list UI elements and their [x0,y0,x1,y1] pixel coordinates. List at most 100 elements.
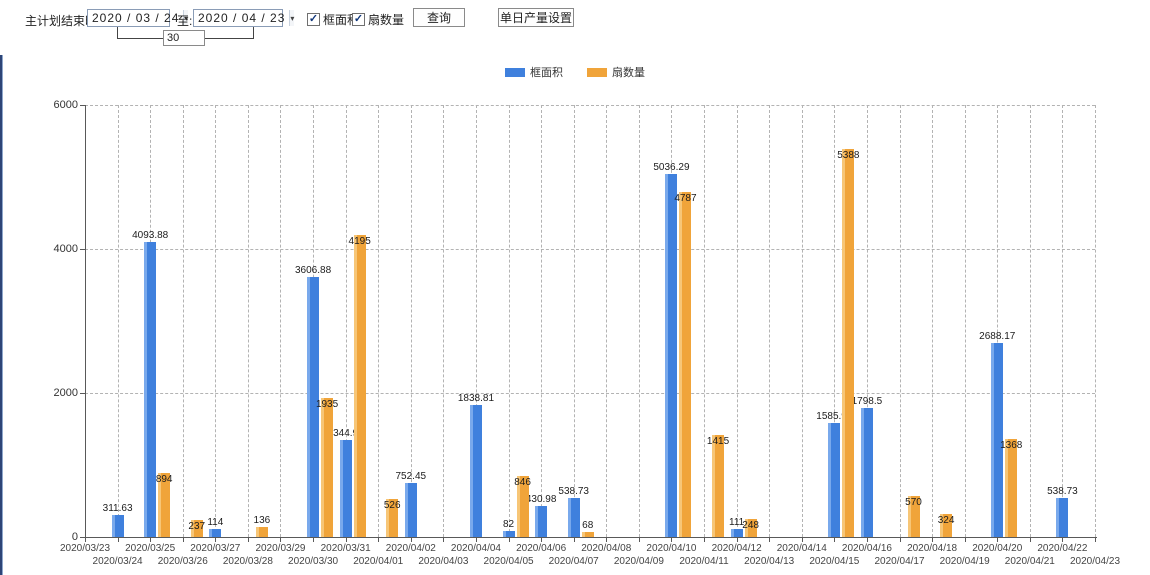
grid-line-vertical [475,105,477,537]
x-axis-tick [443,538,445,542]
checkbox-checked-icon[interactable]: ✓ [307,13,320,26]
bar-frame-area [307,277,320,537]
bar-value-label: 1585.96 [816,410,853,422]
bar-value-label: 1368 [1000,439,1023,451]
bar-value-label: 4787 [674,193,697,205]
x-axis-tick [671,538,673,542]
grid-line-horizontal [85,393,1095,394]
y-tick-label: 6000 [53,99,78,111]
bar-value-label: 5036.29 [653,162,690,174]
x-axis-tick [150,538,152,542]
x-tick-label: 2020/04/11 [679,556,729,567]
x-tick-label: 2020/04/13 [744,556,795,567]
x-axis-tick [801,538,803,542]
bar-value-label: 894 [155,473,173,485]
x-tick-label: 2020/03/29 [255,543,306,554]
bar-fan-count [712,435,725,537]
date-from-dropdown-button[interactable]: ▾ [183,10,189,26]
x-axis-tick [313,538,315,542]
legend-item-fan-count: 扇数量 [587,64,645,80]
bar-value-label: 237 [188,520,206,532]
x-axis-tick [638,538,640,542]
x-tick-label: 2020/04/20 [972,543,1023,554]
date-to-picker[interactable]: 2020 / 04 / 23 ▾ [193,9,295,27]
query-button[interactable]: 查询 [413,8,465,27]
grid-line-vertical [573,105,575,537]
chart-legend: 框面积 扇数量 [0,64,1150,80]
x-axis-tick [606,538,608,542]
x-tick-label: 2020/04/21 [1004,556,1055,567]
bar-frame-area [535,505,548,537]
grid-line-vertical [117,105,119,537]
checkbox-checked-icon[interactable]: ✓ [352,13,365,26]
frame-area-checkbox-label: 框面积 [323,13,360,27]
x-axis-tick [247,538,249,542]
x-axis-tick [932,538,934,542]
x-axis-tick [866,538,868,542]
x-tick-label: 2020/04/01 [353,556,404,567]
legend-label: 框面积 [530,67,563,79]
y-tick-label: 2000 [53,387,78,399]
bar-fan-count [158,472,171,537]
interval-days-input[interactable]: 30 [163,30,205,46]
date-from-picker[interactable]: 2020 / 03 / 24 ▾ [87,9,189,27]
frame-area-checkbox[interactable]: ✓ 框面积 [307,11,359,28]
x-axis-tick [541,538,543,542]
x-tick-label: 2020/04/18 [907,543,958,554]
bar-value-label: 82 [502,519,515,531]
grid-line-vertical [638,105,640,537]
y-axis-tick [80,105,85,106]
grid-line-vertical [541,105,543,537]
window-left-edge [0,0,3,575]
x-axis-tick [834,538,836,542]
bar-fan-count [842,149,855,537]
x-axis-tick [704,538,706,542]
x-tick-label: 2020/03/25 [125,543,176,554]
x-tick-label: 2020/04/15 [809,556,860,567]
bar-value-label: 2688.17 [979,331,1016,343]
grid-line-horizontal [85,105,1095,106]
bar-fan-count [1005,438,1018,537]
bar-value-label: 114 [207,516,224,528]
connector-line [205,38,253,39]
x-axis-tick [736,538,738,542]
bar-value-label: 3606.88 [294,265,332,277]
x-tick-label: 2020/03/27 [190,543,241,554]
x-tick-label: 2020/04/07 [548,556,599,567]
x-tick-label: 2020/04/12 [711,543,762,554]
x-tick-label: 2020/04/17 [874,556,925,567]
x-axis-tick [215,538,217,542]
x-tick-label: 2020/03/30 [288,556,339,567]
x-tick-label: 2020/04/04 [450,543,501,554]
x-tick-label: 2020/03/28 [222,556,273,567]
x-axis-tick [769,538,771,542]
x-tick-label: 2020/04/09 [613,556,664,567]
grid-line-vertical [736,105,738,537]
bar-frame-area [502,531,515,537]
grid-line-vertical [1095,105,1096,537]
bar-frame-area [144,242,157,537]
x-tick-label: 2020/04/16 [841,543,892,554]
bar-value-label: 136 [253,515,271,527]
bar-frame-area [567,498,580,537]
x-axis-tick [410,538,412,542]
grid-line-vertical [443,105,445,537]
grid-line-vertical [997,105,999,537]
bar-frame-area [860,407,873,537]
x-tick-label: 2020/04/05 [483,556,534,567]
bar-value-label: 538.73 [558,486,589,498]
fan-count-checkbox[interactable]: ✓ 扇数量 [352,11,404,28]
bar-frame-area [665,174,678,537]
grid-line-vertical [1062,105,1064,537]
bar-value-label: 526 [383,500,401,512]
x-axis-tick [475,538,477,542]
x-tick-label: 2020/04/08 [581,543,632,554]
date-to-dropdown-button[interactable]: ▾ [289,10,295,26]
daily-output-settings-button[interactable]: 单日产量设置 [498,8,574,27]
bar-fan-count [386,499,399,537]
bar-fan-count [907,495,920,537]
bar-value-label: 248 [742,520,759,532]
grid-line-vertical [410,105,412,537]
to-label: 至: [177,14,193,28]
bar-value-label: 1798.5 [851,395,883,407]
